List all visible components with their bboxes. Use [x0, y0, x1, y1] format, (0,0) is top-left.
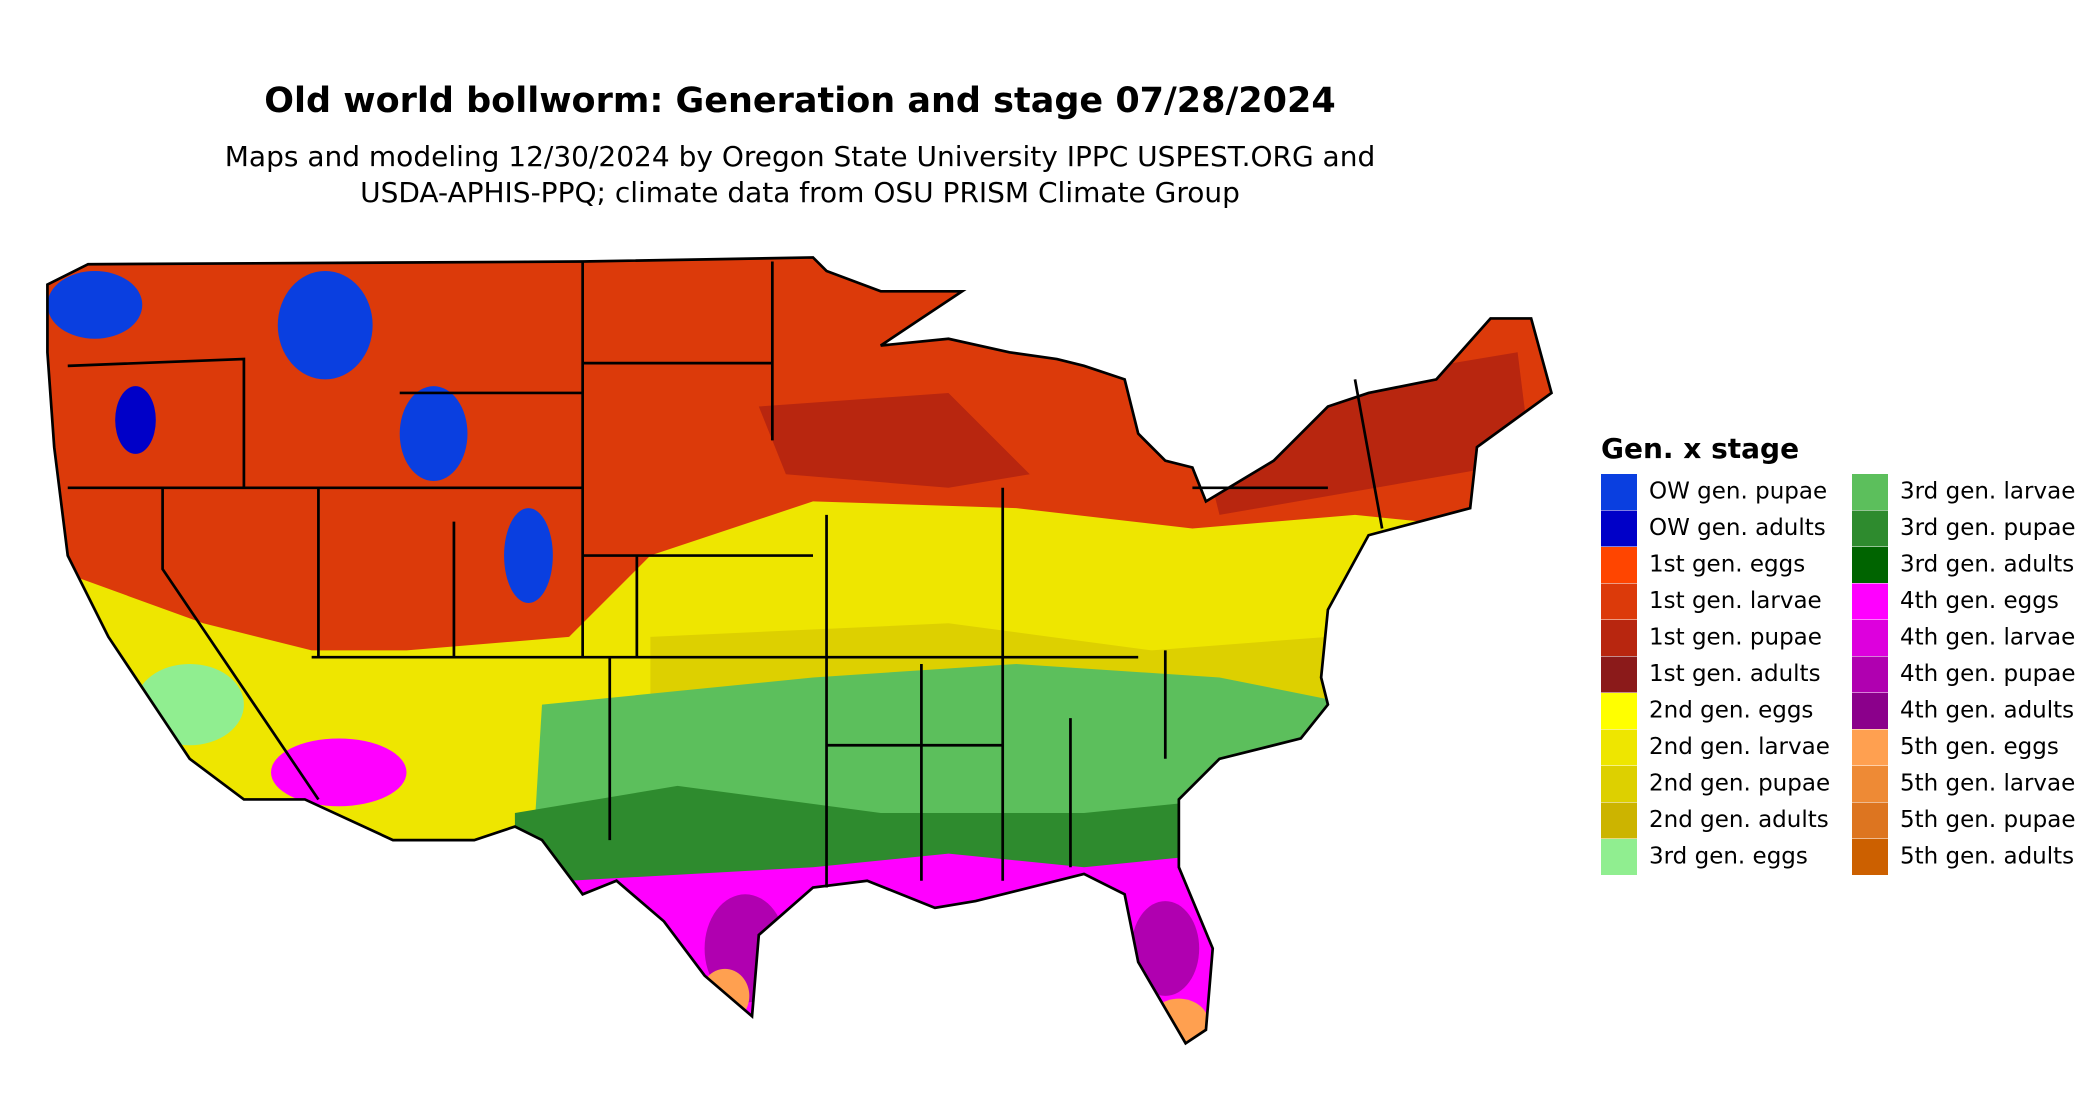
legend-label: OW gen. pupae [1649, 479, 1827, 505]
legend-swatch [1852, 620, 1888, 656]
legend-label: 4th gen. eggs [1900, 588, 2059, 614]
legend-label: 1st gen. pupae [1649, 625, 1822, 651]
legend-swatch [1601, 766, 1637, 802]
legend-swatch [1601, 839, 1637, 875]
legend-swatch [1601, 620, 1637, 656]
legend-label: 5th gen. eggs [1900, 734, 2059, 760]
legend-title: Gen. x stage [1601, 432, 1799, 465]
legend-swatch [1601, 729, 1637, 766]
legend-label: 4th gen. adults [1900, 698, 2074, 724]
legend-swatch [1601, 474, 1637, 510]
legend-swatch [1601, 802, 1637, 839]
legend-label: 1st gen. larvae [1649, 588, 1822, 614]
legend-label: 3rd gen. larvae [1900, 479, 2075, 505]
legend-swatch [1601, 583, 1637, 620]
subtitle: Maps and modeling 12/30/2024 by Oregon S… [225, 140, 1376, 173]
legend-label: 3rd gen. eggs [1649, 844, 1808, 870]
map [46, 256, 1554, 1046]
subtitle: USDA-APHIS-PPQ; climate data from OSU PR… [360, 176, 1240, 209]
legend-swatch [1852, 693, 1888, 729]
legend: OW gen. pupae OW gen. adults 1st gen. eggs… [1601, 474, 2076, 875]
legend-swatch [1852, 510, 1888, 547]
legend-swatch [1852, 583, 1888, 620]
legend-label: 2nd gen. larvae [1649, 734, 1830, 760]
legend-label: 4th gen. pupae [1900, 661, 2076, 687]
legend-label: 1st gen. eggs [1649, 552, 1805, 578]
legend-swatch [1852, 474, 1888, 510]
legend-label: 4th gen. larvae [1900, 625, 2075, 651]
legend-swatch [1601, 510, 1637, 547]
title: Old world bollworm: Generation and stage… [264, 81, 1335, 121]
legend-label: OW gen. adults [1649, 515, 1826, 541]
legend-swatch [1852, 766, 1888, 802]
legend-swatch [1601, 656, 1637, 693]
legend-label: 5th gen. adults [1900, 844, 2074, 870]
legend-swatch [1852, 547, 1888, 583]
legend-label: 2nd gen. adults [1649, 807, 1829, 833]
legend-label: 5th gen. pupae [1900, 807, 2076, 833]
legend-label: 2nd gen. pupae [1649, 771, 1830, 797]
legend-swatch [1601, 693, 1637, 729]
legend-label: 3rd gen. pupae [1900, 515, 2076, 541]
legend-swatch [1852, 656, 1888, 693]
legend-swatch [1852, 839, 1888, 875]
legend-label: 2nd gen. eggs [1649, 698, 1813, 724]
legend-swatch [1852, 729, 1888, 766]
legend-swatch [1601, 547, 1637, 583]
legend-label: 3rd gen. adults [1900, 552, 2074, 578]
legend-swatch [1852, 802, 1888, 839]
legend-label: 5th gen. larvae [1900, 771, 2075, 797]
legend-label: 1st gen. adults [1649, 661, 1821, 687]
